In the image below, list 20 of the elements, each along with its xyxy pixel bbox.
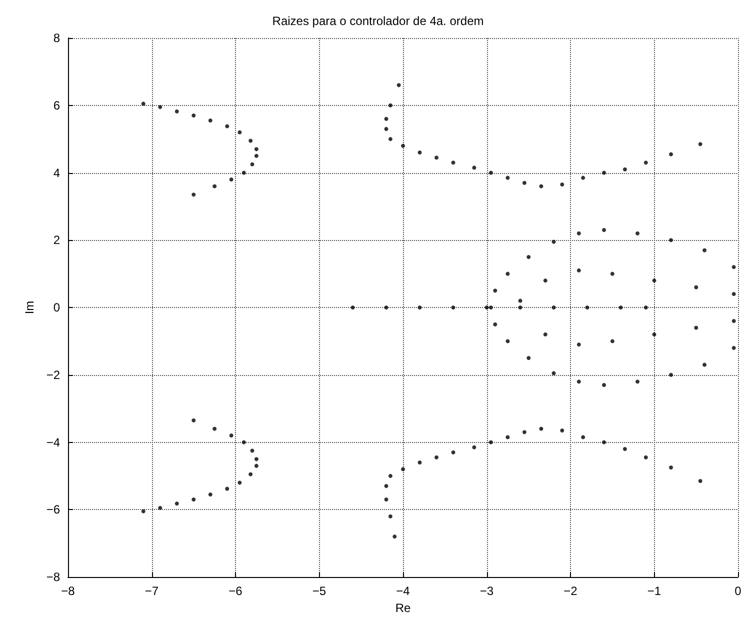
y-tick-label: −4	[46, 435, 60, 450]
y-tick-label: 6	[53, 98, 60, 112]
y-axis-title: Im	[22, 300, 36, 314]
x-tick-label: −1	[647, 584, 662, 598]
y-tick-label: 8	[53, 31, 60, 45]
y-tick-label: −6	[46, 502, 60, 517]
y-tick-label: 0	[53, 300, 60, 314]
x-tick-label: −5	[312, 584, 326, 598]
y-tick-label: −2	[46, 368, 60, 382]
x-tick-label: −4	[396, 584, 410, 598]
y-tick-label: 4	[53, 166, 60, 180]
y-tick-label: 2	[53, 233, 60, 248]
y-tick-label: −8	[46, 570, 60, 584]
x-tick-label: 0	[734, 584, 742, 598]
x-tick-label: −6	[228, 584, 243, 598]
x-axis-title: Re	[395, 600, 411, 615]
x-tick-label: −3	[480, 584, 494, 598]
x-tick-label: −7	[144, 584, 159, 598]
x-tick-label: −2	[564, 584, 578, 598]
chart-title: Raizes para o controlador de 4a. ordem	[272, 14, 484, 28]
